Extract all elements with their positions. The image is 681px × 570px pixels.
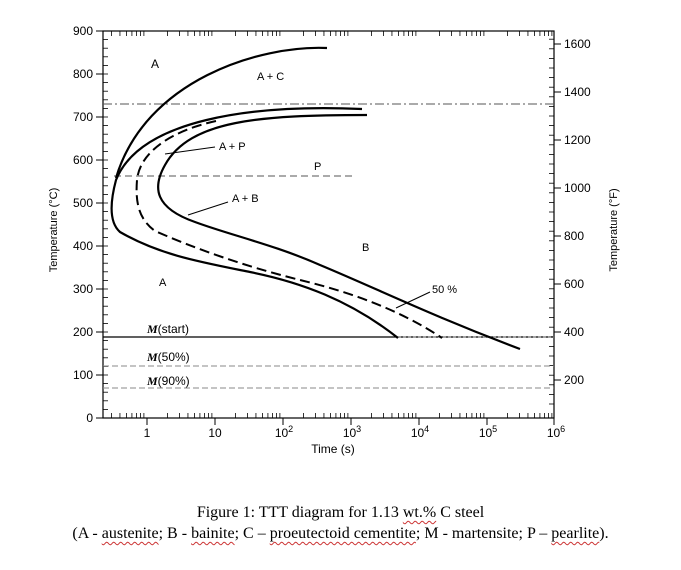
plot-frame xyxy=(102,30,555,419)
y-tick-label: 900 xyxy=(73,24,93,38)
x-tick-label: 105 xyxy=(479,424,497,440)
x-tick-label: 103 xyxy=(343,424,361,440)
y-tick-label: 700 xyxy=(73,110,93,124)
proeutectoid-start-curve xyxy=(114,46,328,179)
figure-caption-line1: Figure 1: TTT diagram for 1.13 wt.% C st… xyxy=(196,504,485,521)
region-label-pearlite: P xyxy=(314,161,321,173)
left-axis: 0 100 200 300 400 500 600 700 800 900 xyxy=(73,24,103,425)
figure-caption-line2: (A - austenite; B - bainite; C – proeute… xyxy=(72,525,609,542)
y-right-tick-label: 200 xyxy=(564,373,584,387)
x-tick-label: 104 xyxy=(411,424,429,440)
y-right-tick-label: 1200 xyxy=(564,133,591,147)
y-tick-label: 500 xyxy=(73,196,93,210)
a-plus-p-leader xyxy=(164,146,216,155)
transformation-finish-curve xyxy=(157,113,521,351)
m-90-label: M(90%) xyxy=(146,374,190,388)
minor-ticks xyxy=(103,30,554,419)
y-right-tick-label: 1000 xyxy=(564,181,591,195)
transformation-50pct-curve xyxy=(135,120,443,339)
y-tick-label: 0 xyxy=(86,411,93,425)
right-axis: 200 400 600 800 1000 1200 1400 1600 xyxy=(554,37,591,387)
x-tick-label: 102 xyxy=(275,424,293,440)
region-label-a-plus-p: A + P xyxy=(219,141,246,153)
fifty-leader xyxy=(395,291,431,309)
y-tick-label: 600 xyxy=(73,153,93,167)
y-tick-label: 300 xyxy=(73,282,93,296)
region-label-austenite-bottom: A xyxy=(159,277,167,289)
m-50-label: M(50%) xyxy=(146,350,190,364)
region-label-a-plus-b: A + B xyxy=(232,193,259,205)
y-tick-label: 200 xyxy=(73,325,93,339)
y-tick-label: 400 xyxy=(73,239,93,253)
y-right-tick-label: 800 xyxy=(564,229,584,243)
m-start-label: M(start) xyxy=(146,322,189,336)
x-axis: 1 10 102 103 104 105 106 xyxy=(144,418,565,440)
region-label-austenite-top: A xyxy=(151,57,159,71)
x-tick-label: 10 xyxy=(208,426,222,440)
x-axis-title: Time (s) xyxy=(311,442,355,456)
y-right-tick-label: 400 xyxy=(564,325,584,339)
y-right-tick-label: 1400 xyxy=(564,85,591,99)
y-right-tick-label: 1600 xyxy=(564,37,591,51)
a-plus-b-leader xyxy=(187,201,229,216)
y-tick-label: 100 xyxy=(73,368,93,382)
region-label-bainite: B xyxy=(362,242,369,254)
transformation-start-curve xyxy=(110,107,399,339)
x-tick-label: 106 xyxy=(547,424,565,440)
y-right-tick-label: 600 xyxy=(564,277,584,291)
x-tick-label: 1 xyxy=(144,426,151,440)
y-tick-label: 800 xyxy=(73,67,93,81)
region-label-a-plus-c: A + C xyxy=(257,71,284,83)
y-axis-title-left: Temperature (°C) xyxy=(48,188,60,272)
fifty-percent-label: 50 % xyxy=(432,284,457,296)
ttt-diagram: 0 100 200 300 400 500 600 700 800 900 20… xyxy=(48,24,620,456)
y-axis-title-right: Temperature (°F) xyxy=(608,188,620,271)
